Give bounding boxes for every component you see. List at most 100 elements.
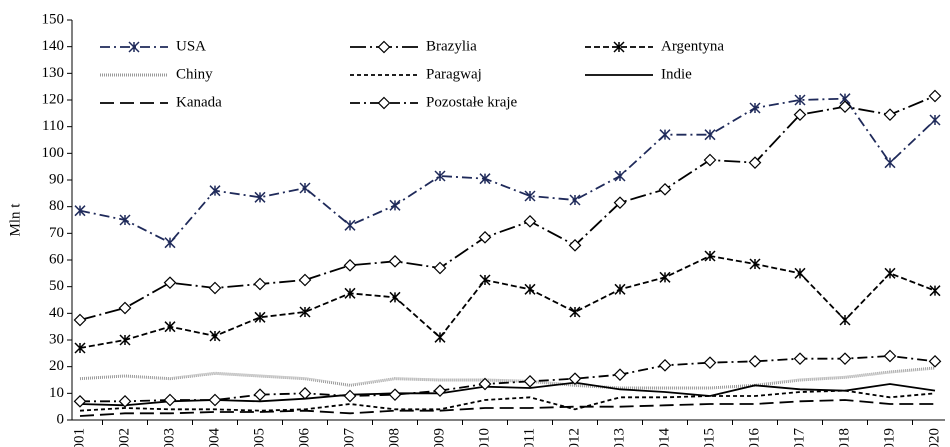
point-marker (298, 386, 312, 400)
x-tick-label: 2003 (161, 428, 177, 447)
point-marker (928, 89, 942, 103)
y-tick-label: 20 (49, 358, 64, 374)
point-marker (299, 182, 311, 194)
y-tick-label: 0 (57, 411, 65, 427)
point-marker (929, 285, 941, 297)
point-marker (209, 185, 221, 197)
point-marker (749, 258, 761, 270)
point-marker (704, 129, 716, 141)
point-marker (128, 41, 140, 53)
x-tick-label: 2009 (431, 428, 447, 447)
point-marker (389, 199, 401, 211)
point-marker (343, 389, 357, 403)
x-tick-label: 2001 (71, 428, 87, 447)
point-marker (838, 100, 852, 114)
point-marker (568, 238, 582, 252)
point-marker (793, 352, 807, 366)
point-marker (523, 374, 537, 388)
point-marker (344, 219, 356, 231)
point-marker (377, 96, 391, 110)
x-tick-label: 2014 (656, 428, 672, 447)
legend-label: Paragwaj (426, 66, 482, 82)
y-tick-label: 60 (49, 251, 64, 267)
y-tick-label: 110 (42, 118, 64, 134)
point-marker (163, 393, 177, 407)
point-marker (164, 321, 176, 333)
point-marker (478, 377, 492, 391)
y-tick-label: 120 (42, 91, 65, 107)
point-marker (838, 352, 852, 366)
point-marker (164, 237, 176, 249)
y-tick-label: 130 (42, 65, 65, 81)
y-tick-label: 150 (42, 11, 65, 27)
point-marker (479, 274, 491, 286)
point-marker (659, 271, 671, 283)
y-tick-label: 40 (49, 305, 64, 321)
point-marker (74, 205, 86, 217)
point-marker (377, 40, 391, 54)
series-line (79, 381, 936, 407)
x-tick-label: 2018 (836, 428, 852, 447)
point-marker (478, 230, 492, 244)
x-tick-label: 2016 (746, 428, 762, 447)
point-marker (704, 250, 716, 262)
legend-label: Kanada (176, 94, 222, 110)
point-marker (73, 394, 87, 408)
y-tick-label: 100 (42, 145, 65, 161)
series-line (79, 255, 936, 349)
x-tick-label: 2007 (341, 428, 357, 447)
point-marker (883, 349, 897, 363)
point-marker (254, 311, 266, 323)
point-marker (883, 108, 897, 122)
x-tick-label: 2008 (386, 428, 402, 447)
y-axis-label: Mln t (7, 203, 23, 237)
point-marker (929, 114, 941, 126)
point-marker (433, 261, 447, 275)
legend-label: USA (176, 38, 206, 54)
point-marker (73, 313, 87, 327)
point-marker (209, 330, 221, 342)
point-marker (749, 102, 761, 114)
point-marker (658, 358, 672, 372)
x-tick-label: 2015 (701, 428, 717, 447)
point-marker (298, 273, 312, 287)
x-tick-label: 2019 (881, 428, 897, 447)
x-tick-label: 2006 (296, 428, 312, 447)
point-marker (569, 306, 581, 318)
point-marker (119, 334, 131, 346)
point-marker (613, 41, 625, 53)
point-marker (884, 267, 896, 279)
point-marker (794, 94, 806, 106)
point-marker (388, 254, 402, 268)
point-marker (703, 356, 717, 370)
point-marker (118, 301, 132, 315)
series-line (79, 95, 936, 321)
x-tick-label: 2012 (566, 428, 582, 447)
point-marker (523, 214, 537, 228)
legend-label: Pozostałe kraje (426, 94, 518, 110)
point-marker (344, 287, 356, 299)
point-marker (299, 306, 311, 318)
point-marker (569, 194, 581, 206)
point-marker (658, 182, 672, 196)
point-marker (343, 258, 357, 272)
point-marker (839, 314, 851, 326)
point-marker (433, 384, 447, 398)
point-marker (524, 283, 536, 295)
point-marker (613, 196, 627, 210)
x-tick-label: 2020 (926, 428, 942, 447)
x-tick-label: 2017 (791, 428, 807, 447)
y-tick-label: 70 (49, 225, 64, 241)
point-marker (208, 281, 222, 295)
legend-label: Chiny (176, 66, 213, 82)
y-tick-label: 90 (49, 171, 64, 187)
point-marker (884, 157, 896, 169)
point-marker (793, 108, 807, 122)
y-tick-label: 80 (49, 198, 64, 214)
series-line (79, 389, 936, 412)
point-marker (389, 291, 401, 303)
x-tick-label: 2011 (521, 428, 537, 447)
y-tick-label: 10 (49, 385, 64, 401)
